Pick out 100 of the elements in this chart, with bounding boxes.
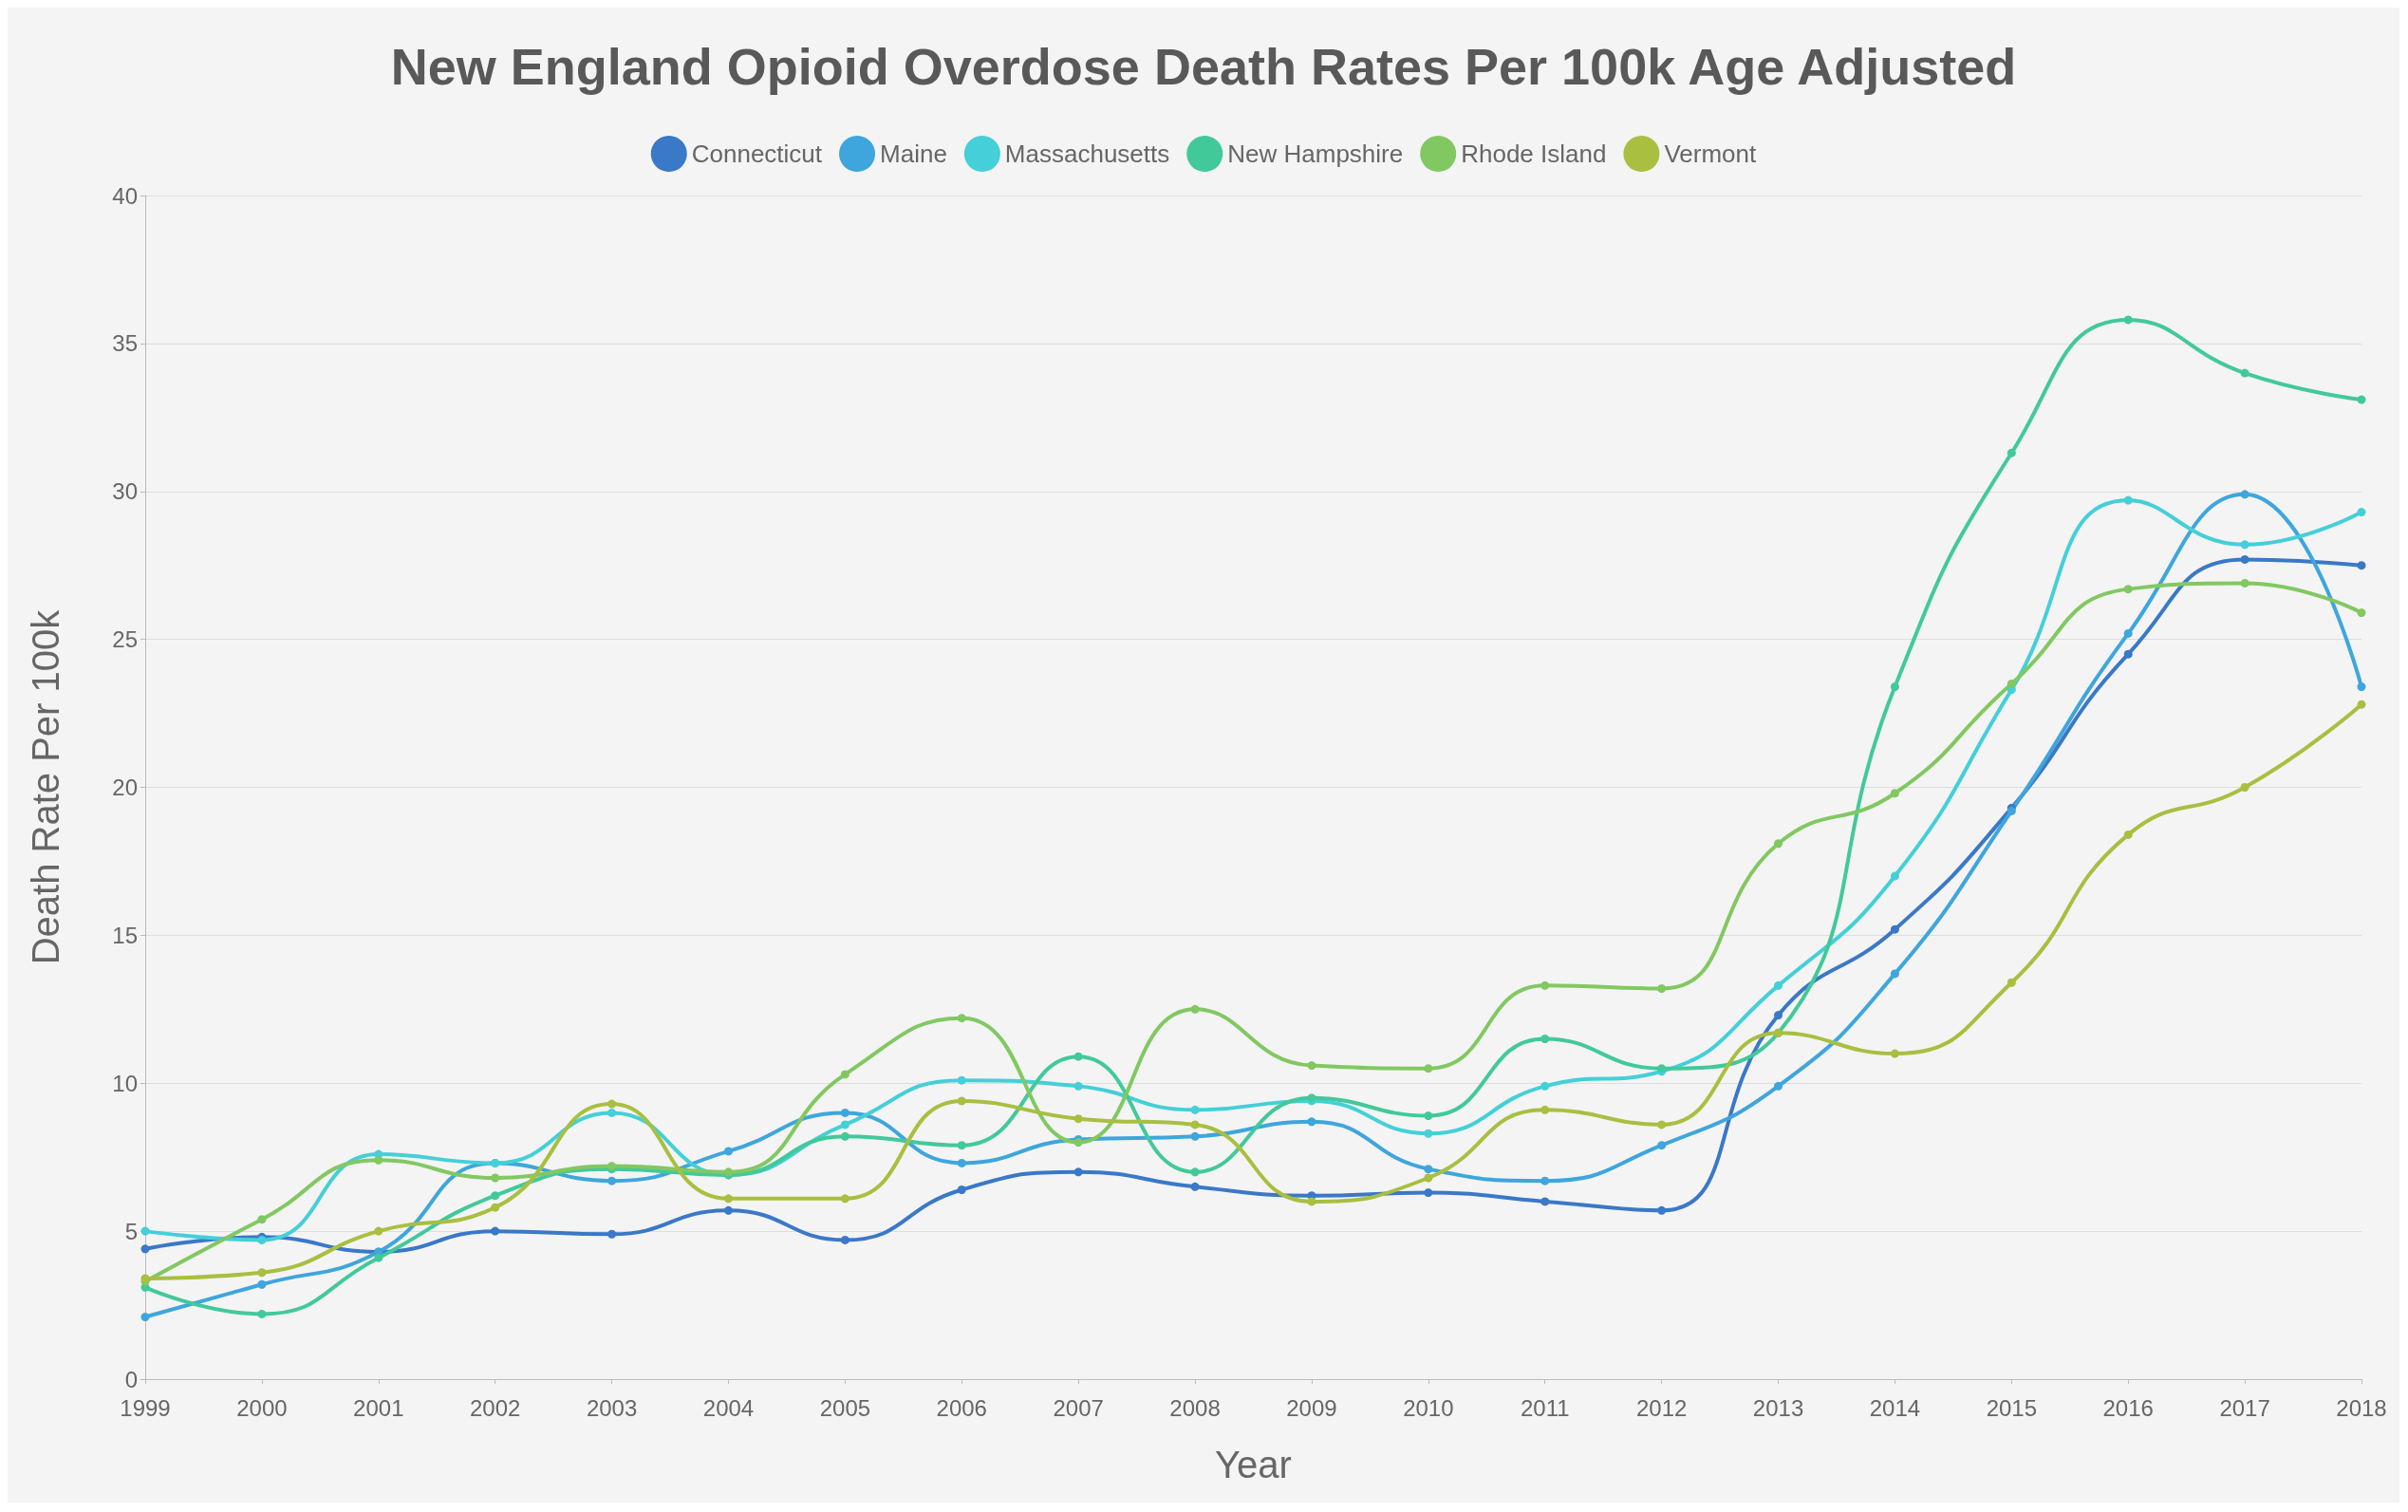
point — [2123, 628, 2133, 638]
point — [1540, 1034, 1550, 1043]
point — [374, 1155, 383, 1165]
legend-label: New Hampshire — [1227, 140, 1404, 168]
point — [1540, 1105, 1550, 1114]
y-tick-label: 40 — [112, 182, 138, 209]
point — [2123, 495, 2133, 505]
point — [607, 1108, 617, 1117]
point — [1657, 983, 1667, 993]
point — [2007, 448, 2016, 457]
y-tick-label: 25 — [112, 626, 138, 653]
y-axis-title: Death Rate Per 100k — [25, 608, 66, 965]
point — [1307, 1197, 1316, 1206]
point — [2240, 540, 2249, 550]
point — [140, 1226, 150, 1236]
x-tick-label: 2018 — [2336, 1394, 2387, 1421]
y-tick-label: 15 — [112, 922, 138, 948]
y-tick-label: 5 — [124, 1218, 138, 1244]
point — [1540, 980, 1550, 990]
point — [491, 1191, 500, 1201]
point — [1774, 980, 1783, 990]
point — [1540, 1197, 1550, 1206]
point — [723, 1147, 733, 1156]
point — [723, 1205, 733, 1215]
point — [257, 1279, 267, 1289]
point — [1190, 1004, 1200, 1014]
point — [1307, 1117, 1316, 1127]
point — [140, 1244, 150, 1254]
x-tick-label: 2015 — [1986, 1394, 2038, 1421]
point — [1774, 839, 1783, 849]
point — [2123, 585, 2133, 594]
point — [1657, 1205, 1667, 1215]
x-tick-label: 2008 — [1169, 1394, 1221, 1421]
point — [2357, 682, 2366, 691]
point — [1424, 1173, 1433, 1183]
x-tick-label: 2004 — [702, 1394, 755, 1421]
x-tick-label: 2013 — [1752, 1394, 1804, 1421]
x-axis-title: Year — [1215, 1444, 1292, 1485]
point — [2357, 608, 2366, 618]
x-tick-label: 2017 — [2219, 1394, 2270, 1421]
point — [1657, 1120, 1667, 1129]
point — [723, 1194, 733, 1204]
point — [2240, 783, 2249, 792]
point — [840, 1235, 849, 1244]
point — [607, 1229, 617, 1239]
point — [1190, 1105, 1200, 1114]
point — [1424, 1188, 1433, 1198]
point — [257, 1309, 267, 1318]
point — [1774, 1081, 1783, 1091]
x-tick-label: 2001 — [353, 1394, 404, 1421]
point — [2240, 554, 2249, 564]
y-tick-label: 10 — [112, 1070, 138, 1096]
x-tick-label: 2002 — [469, 1394, 521, 1421]
point — [1073, 1114, 1083, 1124]
point — [957, 1158, 966, 1167]
x-tick-label: 2011 — [1520, 1394, 1570, 1421]
legend-label: Connecticut — [691, 140, 823, 168]
point — [957, 1096, 966, 1106]
point — [607, 1176, 617, 1185]
point — [257, 1268, 267, 1278]
point — [2123, 315, 2133, 325]
x-tick-label: 2014 — [1869, 1394, 1921, 1421]
point — [1890, 924, 1899, 934]
point — [840, 1108, 849, 1117]
point — [257, 1215, 267, 1224]
point — [1657, 1141, 1667, 1150]
x-tick-label: 2007 — [1053, 1394, 1104, 1421]
point — [2357, 508, 2366, 517]
point — [1424, 1129, 1433, 1138]
point — [1190, 1167, 1200, 1177]
point — [840, 1070, 849, 1079]
point — [840, 1120, 849, 1129]
point — [2357, 395, 2366, 404]
point — [491, 1203, 500, 1212]
point — [2240, 578, 2249, 588]
legend-label: Massachusetts — [1004, 140, 1170, 168]
point — [1540, 1176, 1550, 1185]
point — [2007, 679, 2016, 688]
point — [1190, 1120, 1200, 1129]
point — [1073, 1052, 1083, 1061]
y-tick-label: 35 — [112, 330, 138, 357]
point — [140, 1313, 150, 1322]
point — [957, 1141, 966, 1150]
point — [2240, 368, 2249, 378]
x-tick-label: 2009 — [1286, 1394, 1337, 1421]
point — [1890, 1049, 1899, 1058]
chart-title: New England Opioid Overdose Death Rates Per 100k Age Adjusted — [390, 38, 2017, 95]
legend-label: Maine — [880, 140, 947, 168]
point — [374, 1253, 383, 1262]
point — [491, 1226, 500, 1236]
x-tick-label: 2006 — [936, 1394, 987, 1421]
y-tick-label: 0 — [124, 1366, 138, 1392]
legend-label: Rhode Island — [1461, 140, 1607, 168]
point — [2007, 978, 2016, 987]
point — [1890, 969, 1899, 979]
point — [1190, 1182, 1200, 1191]
point — [2123, 830, 2133, 839]
x-tick-label: 2005 — [819, 1394, 871, 1421]
y-tick-label: 30 — [112, 478, 138, 505]
point — [1890, 789, 1899, 798]
